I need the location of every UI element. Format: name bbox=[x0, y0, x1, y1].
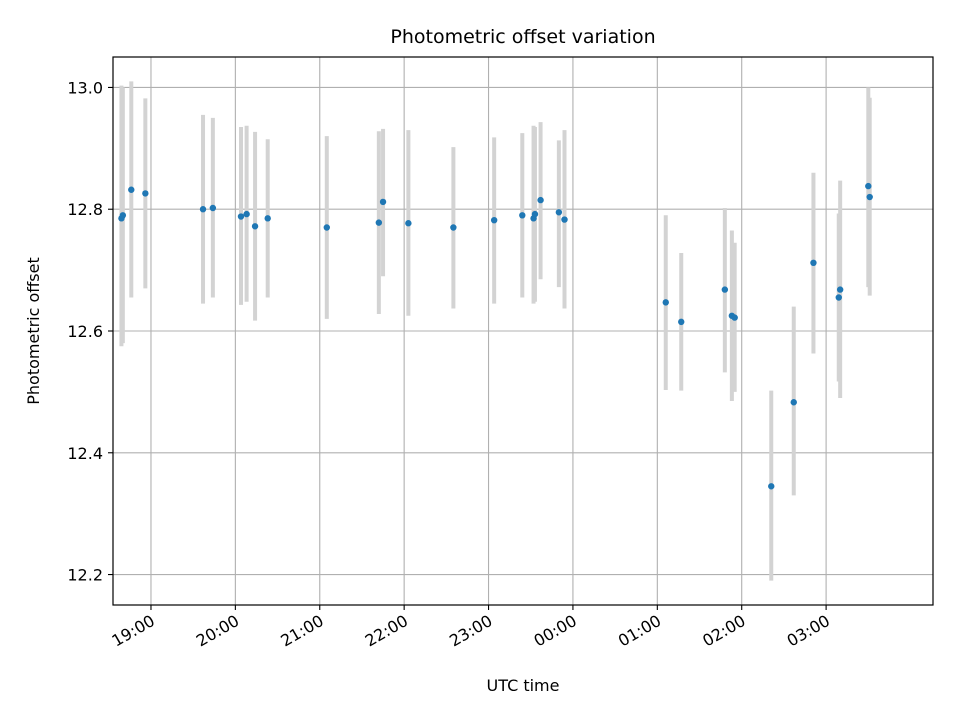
data-point bbox=[450, 224, 457, 231]
data-point bbox=[866, 193, 873, 201]
chart-title: Photometric offset variation bbox=[390, 26, 655, 48]
data-point bbox=[237, 213, 245, 220]
data-point bbox=[662, 299, 669, 306]
x-axis-label: UTC time bbox=[487, 676, 560, 695]
y-tick-label: 12.2 bbox=[67, 566, 103, 585]
y-axis-label: Photometric offset bbox=[24, 257, 43, 405]
data-point bbox=[119, 212, 127, 219]
data-point bbox=[375, 219, 383, 226]
y-tick-label: 12.6 bbox=[67, 322, 103, 341]
data-point bbox=[835, 294, 842, 301]
data-point bbox=[209, 204, 217, 212]
y-tick-label: 12.4 bbox=[67, 444, 103, 463]
data-point bbox=[199, 206, 207, 213]
data-point bbox=[790, 399, 797, 406]
data-point bbox=[128, 186, 135, 193]
data-point bbox=[678, 318, 685, 326]
data-points bbox=[118, 182, 873, 490]
data-point bbox=[264, 215, 271, 222]
data-point bbox=[810, 259, 817, 267]
data-point bbox=[768, 483, 775, 490]
data-point bbox=[142, 190, 149, 197]
data-point bbox=[490, 216, 498, 224]
data-point bbox=[555, 209, 563, 216]
data-point bbox=[731, 314, 738, 321]
y-tick-label: 13.0 bbox=[67, 78, 103, 97]
data-point bbox=[865, 182, 872, 190]
data-point bbox=[519, 212, 526, 219]
data-point bbox=[379, 198, 387, 206]
data-point bbox=[251, 223, 259, 230]
data-point bbox=[243, 210, 250, 218]
data-point bbox=[531, 210, 539, 218]
data-point bbox=[537, 196, 544, 204]
data-point bbox=[323, 224, 330, 231]
data-point bbox=[836, 286, 844, 293]
data-point bbox=[721, 286, 729, 293]
grid bbox=[113, 57, 933, 605]
y-axis-ticks: 12.2 12.4 12.6 12.8 13.0 bbox=[67, 78, 113, 585]
data-point bbox=[405, 220, 412, 227]
y-tick-label: 12.8 bbox=[67, 200, 103, 219]
data-point bbox=[561, 216, 568, 223]
